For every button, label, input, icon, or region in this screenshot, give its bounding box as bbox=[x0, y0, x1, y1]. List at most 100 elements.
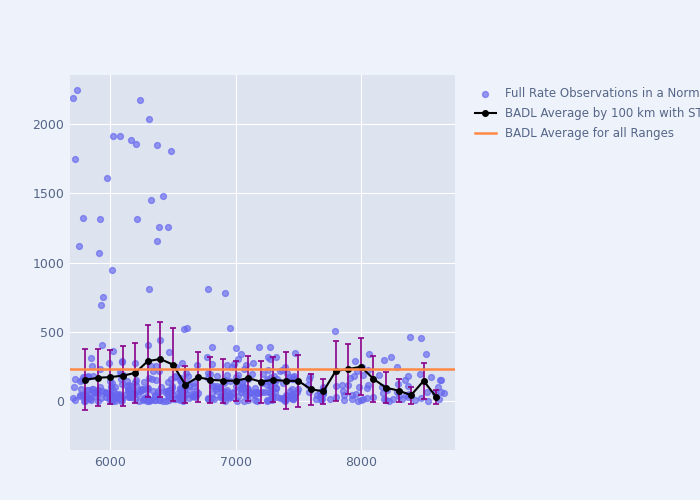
Full Rate Observations in a Normal Point bbox=[169, 395, 180, 403]
Full Rate Observations in a Normal Point bbox=[250, 384, 261, 392]
Full Rate Observations in a Normal Point bbox=[236, 350, 247, 358]
Full Rate Observations in a Normal Point bbox=[343, 380, 354, 388]
Full Rate Observations in a Normal Point bbox=[96, 342, 107, 349]
Full Rate Observations in a Normal Point bbox=[271, 384, 282, 392]
Full Rate Observations in a Normal Point bbox=[72, 86, 83, 94]
Full Rate Observations in a Normal Point bbox=[379, 356, 390, 364]
Full Rate Observations in a Normal Point bbox=[218, 396, 229, 404]
Full Rate Observations in a Normal Point bbox=[83, 394, 94, 402]
Full Rate Observations in a Normal Point bbox=[274, 366, 286, 374]
Full Rate Observations in a Normal Point bbox=[115, 375, 126, 383]
BADL Average by 100 km with STD bbox=[181, 382, 190, 388]
Full Rate Observations in a Normal Point bbox=[280, 396, 291, 404]
Full Rate Observations in a Normal Point bbox=[240, 360, 251, 368]
Full Rate Observations in a Normal Point bbox=[361, 384, 372, 392]
Full Rate Observations in a Normal Point bbox=[278, 394, 289, 402]
Full Rate Observations in a Normal Point bbox=[95, 301, 106, 309]
Full Rate Observations in a Normal Point bbox=[178, 386, 190, 394]
Full Rate Observations in a Normal Point bbox=[388, 395, 399, 403]
Full Rate Observations in a Normal Point bbox=[288, 395, 299, 403]
Full Rate Observations in a Normal Point bbox=[125, 388, 136, 396]
Full Rate Observations in a Normal Point bbox=[346, 391, 358, 399]
Full Rate Observations in a Normal Point bbox=[247, 370, 258, 378]
Full Rate Observations in a Normal Point bbox=[402, 393, 414, 401]
Full Rate Observations in a Normal Point bbox=[358, 394, 369, 402]
Full Rate Observations in a Normal Point bbox=[162, 223, 174, 231]
Full Rate Observations in a Normal Point bbox=[243, 389, 254, 397]
Full Rate Observations in a Normal Point bbox=[242, 376, 253, 384]
Full Rate Observations in a Normal Point bbox=[74, 377, 85, 385]
Full Rate Observations in a Normal Point bbox=[224, 324, 235, 332]
Full Rate Observations in a Normal Point bbox=[266, 396, 277, 404]
BADL Average by 100 km with STD bbox=[131, 370, 139, 376]
Full Rate Observations in a Normal Point bbox=[141, 384, 153, 392]
BADL Average by 100 km with STD bbox=[219, 378, 228, 384]
Full Rate Observations in a Normal Point bbox=[262, 354, 274, 362]
Full Rate Observations in a Normal Point bbox=[288, 390, 299, 398]
BADL Average by 100 km with STD bbox=[307, 386, 315, 392]
Full Rate Observations in a Normal Point bbox=[314, 388, 326, 396]
Full Rate Observations in a Normal Point bbox=[248, 390, 259, 398]
Full Rate Observations in a Normal Point bbox=[115, 397, 126, 405]
Full Rate Observations in a Normal Point bbox=[211, 372, 223, 380]
Full Rate Observations in a Normal Point bbox=[209, 382, 220, 390]
Full Rate Observations in a Normal Point bbox=[242, 396, 253, 404]
Full Rate Observations in a Normal Point bbox=[272, 375, 283, 383]
Full Rate Observations in a Normal Point bbox=[263, 388, 274, 396]
Full Rate Observations in a Normal Point bbox=[83, 372, 94, 380]
Full Rate Observations in a Normal Point bbox=[92, 388, 103, 396]
Full Rate Observations in a Normal Point bbox=[163, 391, 174, 399]
BADL Average by 100 km with STD bbox=[332, 368, 340, 374]
Full Rate Observations in a Normal Point bbox=[129, 390, 140, 398]
Full Rate Observations in a Normal Point bbox=[125, 393, 136, 401]
Full Rate Observations in a Normal Point bbox=[154, 396, 165, 404]
Full Rate Observations in a Normal Point bbox=[164, 386, 176, 394]
Full Rate Observations in a Normal Point bbox=[130, 395, 141, 403]
Full Rate Observations in a Normal Point bbox=[281, 392, 293, 400]
Full Rate Observations in a Normal Point bbox=[338, 396, 349, 404]
Full Rate Observations in a Normal Point bbox=[173, 392, 184, 400]
BADL Average by 100 km with STD bbox=[144, 358, 152, 364]
Full Rate Observations in a Normal Point bbox=[421, 350, 432, 358]
Full Rate Observations in a Normal Point bbox=[82, 393, 93, 401]
Full Rate Observations in a Normal Point bbox=[221, 361, 232, 369]
Full Rate Observations in a Normal Point bbox=[82, 372, 93, 380]
Full Rate Observations in a Normal Point bbox=[361, 394, 372, 402]
Full Rate Observations in a Normal Point bbox=[104, 394, 116, 402]
Full Rate Observations in a Normal Point bbox=[144, 374, 155, 382]
Full Rate Observations in a Normal Point bbox=[400, 376, 411, 384]
Full Rate Observations in a Normal Point bbox=[314, 392, 326, 400]
Full Rate Observations in a Normal Point bbox=[181, 369, 192, 377]
Full Rate Observations in a Normal Point bbox=[174, 384, 186, 392]
Full Rate Observations in a Normal Point bbox=[100, 389, 111, 397]
Full Rate Observations in a Normal Point bbox=[146, 376, 158, 384]
Full Rate Observations in a Normal Point bbox=[435, 376, 447, 384]
Full Rate Observations in a Normal Point bbox=[433, 394, 444, 402]
BADL Average by 100 km with STD bbox=[319, 388, 328, 394]
Full Rate Observations in a Normal Point bbox=[330, 382, 342, 390]
Full Rate Observations in a Normal Point bbox=[145, 362, 156, 370]
Full Rate Observations in a Normal Point bbox=[190, 386, 202, 394]
Full Rate Observations in a Normal Point bbox=[183, 382, 195, 390]
Full Rate Observations in a Normal Point bbox=[392, 363, 403, 371]
Full Rate Observations in a Normal Point bbox=[210, 386, 221, 394]
Full Rate Observations in a Normal Point bbox=[130, 378, 141, 386]
Full Rate Observations in a Normal Point bbox=[277, 394, 288, 402]
Full Rate Observations in a Normal Point bbox=[312, 391, 323, 399]
Full Rate Observations in a Normal Point bbox=[113, 391, 124, 399]
Full Rate Observations in a Normal Point bbox=[285, 386, 296, 394]
Full Rate Observations in a Normal Point bbox=[257, 370, 268, 378]
Full Rate Observations in a Normal Point bbox=[115, 392, 126, 400]
Full Rate Observations in a Normal Point bbox=[94, 364, 106, 372]
Full Rate Observations in a Normal Point bbox=[142, 396, 153, 404]
Full Rate Observations in a Normal Point bbox=[192, 388, 203, 396]
Full Rate Observations in a Normal Point bbox=[187, 392, 198, 400]
Full Rate Observations in a Normal Point bbox=[316, 396, 328, 404]
Full Rate Observations in a Normal Point bbox=[160, 397, 172, 405]
Full Rate Observations in a Normal Point bbox=[153, 368, 164, 376]
Full Rate Observations in a Normal Point bbox=[117, 372, 128, 380]
BADL Average by 100 km with STD bbox=[256, 378, 265, 384]
BADL Average by 100 km with STD bbox=[231, 378, 239, 384]
Full Rate Observations in a Normal Point bbox=[279, 394, 290, 402]
Full Rate Observations in a Normal Point bbox=[146, 196, 157, 204]
